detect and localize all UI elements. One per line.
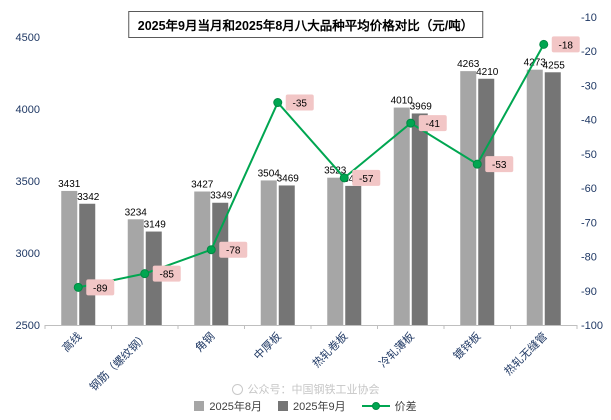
legend-item-diff: 价差 bbox=[361, 398, 417, 414]
right-axis-tick-label: -10 bbox=[581, 12, 597, 24]
legend-line-marker-icon bbox=[361, 402, 390, 410]
left-axis-tick-label: 2500 bbox=[16, 320, 40, 332]
left-axis-tick-label: 4500 bbox=[16, 32, 40, 44]
chart-legend: 2025年8月 2025年9月 价差 bbox=[0, 398, 611, 414]
bar-aug-2025-08 bbox=[61, 190, 78, 325]
chart-title: 2025年9月当月和2025年8月八大品种平均价格对比（元/吨） bbox=[127, 11, 484, 38]
bar-aug-2025-08 bbox=[526, 69, 543, 325]
diff-label-box bbox=[219, 241, 248, 258]
bar-label-aug: 3234 bbox=[125, 207, 148, 218]
diff-label-box bbox=[551, 36, 580, 53]
category-label: 角钢 bbox=[193, 330, 218, 355]
category-label: 热轧卷板 bbox=[309, 329, 350, 370]
diff-label: -41 bbox=[426, 119, 441, 130]
legend-item-aug: 2025年8月 bbox=[194, 398, 262, 414]
legend-label-aug: 2025年8月 bbox=[209, 401, 262, 413]
right-axis-tick-label: -90 bbox=[581, 286, 597, 298]
right-axis-tick-label: -30 bbox=[581, 80, 597, 92]
diff-label: -35 bbox=[293, 99, 308, 110]
bar-label-sep: 3469 bbox=[277, 173, 300, 184]
bar-label-aug: 3504 bbox=[258, 168, 281, 179]
diff-marker bbox=[140, 269, 150, 279]
bar-label-aug: 3431 bbox=[58, 179, 81, 190]
bar-aug-2025-08 bbox=[327, 177, 344, 325]
bar-aug-2025-08 bbox=[194, 191, 211, 325]
bar-label-aug: 3523 bbox=[324, 166, 347, 177]
diff-label-box bbox=[86, 279, 115, 296]
category-label: 冷轧薄板 bbox=[376, 329, 417, 370]
bar-label-sep: 4210 bbox=[476, 67, 499, 78]
diff-label: -85 bbox=[160, 270, 175, 281]
diff-label: -89 bbox=[93, 283, 108, 294]
legend-label-diff: 价差 bbox=[394, 401, 417, 413]
bar-sep-2025-09 bbox=[411, 113, 428, 326]
right-axis-tick-label: -100 bbox=[581, 320, 603, 332]
bar-aug-2025-08 bbox=[393, 107, 410, 325]
bar-sep-2025-09 bbox=[278, 185, 295, 325]
diff-label: -18 bbox=[559, 40, 574, 51]
diff-marker bbox=[539, 39, 549, 49]
bar-sep-2025-09 bbox=[544, 72, 561, 325]
diff-marker bbox=[472, 159, 482, 169]
right-axis-tick-label: -60 bbox=[581, 183, 597, 195]
diff-marker bbox=[206, 245, 216, 255]
left-axis-tick-label: 3500 bbox=[16, 176, 40, 188]
bar-label-sep: 4255 bbox=[543, 60, 566, 71]
legend-item-sep: 2025年9月 bbox=[278, 398, 346, 414]
diff-marker bbox=[406, 118, 416, 128]
bar-sep-2025-09 bbox=[212, 202, 229, 325]
diff-label-box bbox=[352, 169, 381, 186]
bar-aug-2025-08 bbox=[260, 180, 277, 325]
bar-label-aug: 4263 bbox=[457, 59, 480, 70]
right-axis-tick-label: -50 bbox=[581, 149, 597, 161]
left-axis-tick-label: 3000 bbox=[16, 248, 40, 260]
category-label: 高线 bbox=[59, 329, 84, 354]
diff-label-box bbox=[285, 94, 314, 111]
bar-label-aug: 4010 bbox=[391, 96, 414, 107]
right-axis-tick-label: -70 bbox=[581, 217, 597, 229]
diff-label-box bbox=[152, 265, 181, 282]
bar-aug-2025-08 bbox=[127, 219, 144, 325]
diff-label: -78 bbox=[226, 246, 241, 257]
bar-aug-2025-08 bbox=[460, 71, 477, 326]
legend-swatch-aug-icon bbox=[194, 401, 205, 411]
bar-label-sep: 3969 bbox=[410, 101, 433, 112]
right-axis-tick-label: -20 bbox=[581, 46, 597, 58]
category-label: 中厚板 bbox=[251, 329, 284, 362]
diff-label-box bbox=[485, 156, 514, 173]
bar-label-sep: 3349 bbox=[210, 191, 233, 202]
diff-label: -57 bbox=[359, 174, 374, 185]
category-label: 热轧无缝管 bbox=[501, 329, 550, 378]
legend-label-sep: 2025年9月 bbox=[293, 401, 346, 413]
diff-marker bbox=[73, 282, 83, 292]
category-label: 钢筋（螺纹钢） bbox=[87, 329, 151, 393]
diff-label-box bbox=[418, 115, 447, 132]
right-axis-tick-label: -80 bbox=[581, 252, 597, 264]
bar-sep-2025-09 bbox=[79, 203, 96, 325]
diff-marker bbox=[339, 173, 349, 183]
left-axis-tick-label: 4000 bbox=[16, 104, 40, 116]
bar-sep-2025-09 bbox=[478, 78, 495, 325]
bar-sep-2025-09 bbox=[345, 185, 362, 325]
category-label: 镀锌板 bbox=[450, 329, 483, 362]
right-axis-tick-label: -40 bbox=[581, 115, 597, 127]
diff-marker bbox=[273, 98, 283, 108]
bar-label-sep: 3149 bbox=[144, 220, 167, 231]
legend-swatch-sep-icon bbox=[278, 401, 288, 411]
bar-label-aug: 4273 bbox=[524, 58, 547, 69]
bar-label-aug: 3427 bbox=[191, 180, 214, 191]
diff-label: -53 bbox=[492, 160, 507, 171]
bar-label-sep: 3342 bbox=[77, 192, 100, 203]
